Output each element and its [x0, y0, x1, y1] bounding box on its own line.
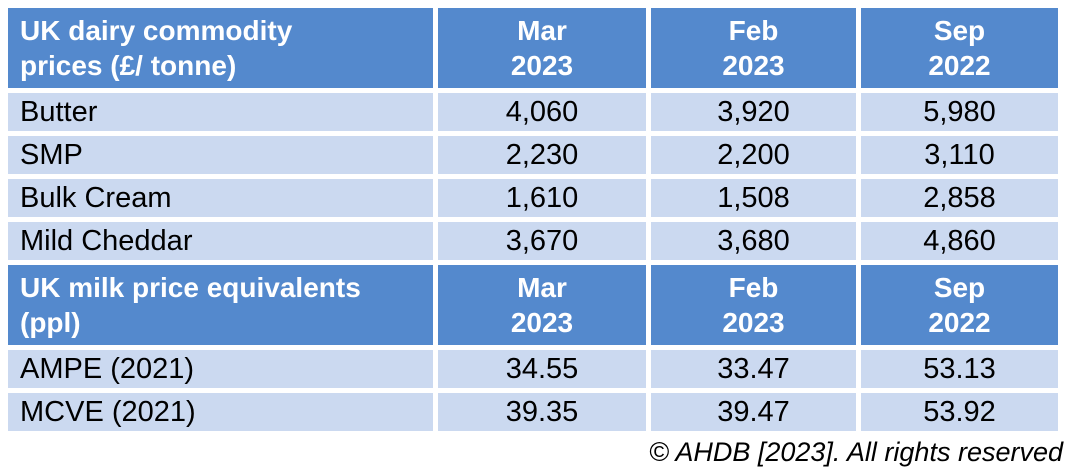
- table-row: SMP 2,230 2,200 3,110: [8, 136, 1058, 174]
- value-cell: 5,980: [861, 93, 1058, 131]
- row-label-cell: Bulk Cream: [8, 179, 433, 217]
- row-label-cell: SMP: [8, 136, 433, 174]
- column-header-cell: Sep 2022: [861, 8, 1058, 88]
- column-header-cell: Sep 2022: [861, 265, 1058, 345]
- value-cell: 3,110: [861, 136, 1058, 174]
- value-cell: 3,670: [438, 222, 646, 260]
- section-header-row: UK dairy commodity prices (£/ tonne) Mar…: [8, 8, 1058, 88]
- value-cell: 39.47: [651, 393, 856, 431]
- value-cell: 33.47: [651, 350, 856, 388]
- table-row: Bulk Cream 1,610 1,508 2,858: [8, 179, 1058, 217]
- value-cell: 2,230: [438, 136, 646, 174]
- column-header-cell: Feb 2023: [651, 265, 856, 345]
- row-label-cell: Butter: [8, 93, 433, 131]
- value-cell: 39.35: [438, 393, 646, 431]
- table-row: AMPE (2021) 34.55 33.47 53.13: [8, 350, 1058, 388]
- row-label-cell: MCVE (2021): [8, 393, 433, 431]
- row-label-cell: AMPE (2021): [8, 350, 433, 388]
- value-cell: 2,858: [861, 179, 1058, 217]
- value-cell: 53.92: [861, 393, 1058, 431]
- column-header-cell: Feb 2023: [651, 8, 856, 88]
- value-cell: 4,060: [438, 93, 646, 131]
- value-cell: 3,680: [651, 222, 856, 260]
- value-cell: 53.13: [861, 350, 1058, 388]
- dairy-prices-table: UK dairy commodity prices (£/ tonne) Mar…: [3, 3, 1063, 436]
- section-header-row: UK milk price equivalents (ppl) Mar 2023…: [8, 265, 1058, 345]
- column-header-cell: Mar 2023: [438, 8, 646, 88]
- value-cell: 4,860: [861, 222, 1058, 260]
- value-cell: 34.55: [438, 350, 646, 388]
- section-title-cell: UK dairy commodity prices (£/ tonne): [8, 8, 433, 88]
- value-cell: 2,200: [651, 136, 856, 174]
- value-cell: 3,920: [651, 93, 856, 131]
- table-row: Mild Cheddar 3,670 3,680 4,860: [8, 222, 1058, 260]
- copyright-note: © AHDB [2023]. All rights reserved: [648, 437, 1063, 467]
- row-label-cell: Mild Cheddar: [8, 222, 433, 260]
- section-title-cell: UK milk price equivalents (ppl): [8, 265, 433, 345]
- value-cell: 1,610: [438, 179, 646, 217]
- column-header-cell: Mar 2023: [438, 265, 646, 345]
- table-row: MCVE (2021) 39.35 39.47 53.92: [8, 393, 1058, 431]
- table-row: Butter 4,060 3,920 5,980: [8, 93, 1058, 131]
- value-cell: 1,508: [651, 179, 856, 217]
